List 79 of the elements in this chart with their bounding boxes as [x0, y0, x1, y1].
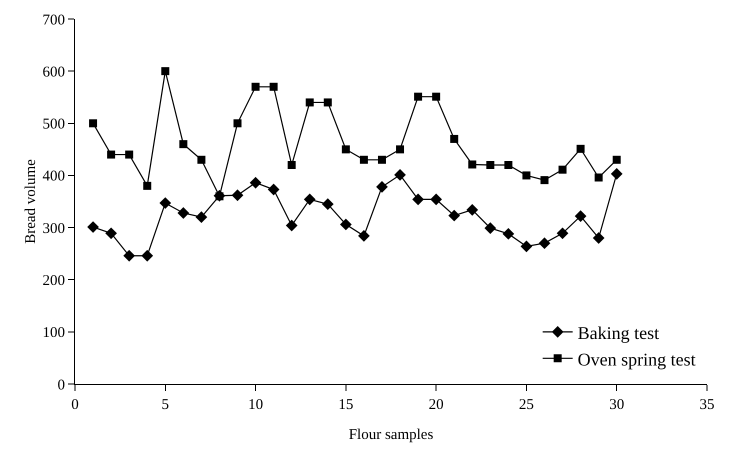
point: [396, 145, 404, 154]
y-tick-label: 500: [42, 116, 65, 133]
point: [197, 156, 206, 164]
point: [538, 237, 550, 250]
point: [306, 98, 314, 106]
point: [576, 144, 585, 153]
x-tick-label: 5: [162, 397, 170, 413]
point: [123, 250, 136, 262]
point: [612, 156, 621, 164]
point: [520, 240, 532, 252]
point: [574, 210, 586, 222]
point: [107, 150, 116, 159]
y-tick-label: 300: [42, 220, 65, 237]
y-tick-label: 400: [42, 168, 65, 185]
point: [286, 220, 298, 232]
point: [143, 182, 152, 190]
point: [448, 210, 460, 222]
point: [252, 82, 260, 91]
point: [179, 140, 188, 148]
x-tick-label: 30: [609, 397, 624, 413]
point: [196, 211, 208, 223]
y-tick-label: 100: [42, 325, 65, 342]
point: [342, 145, 350, 154]
point: [270, 82, 278, 91]
point: [250, 176, 262, 189]
point: [558, 166, 567, 174]
point: [486, 161, 494, 169]
point: [125, 150, 134, 159]
x-tick-label: 35: [700, 397, 714, 413]
x-tick-label: 25: [518, 397, 534, 413]
x-tick-label: 10: [248, 397, 264, 413]
point: [412, 194, 424, 206]
x-tick-label: 15: [338, 397, 354, 413]
point: [324, 98, 332, 106]
point: [376, 181, 388, 193]
y-axis-title: Bread volume: [23, 158, 39, 244]
point: [592, 232, 605, 244]
point: [87, 221, 99, 233]
point: [556, 227, 568, 240]
point: [159, 197, 172, 209]
point: [378, 156, 386, 164]
y-tick-label: 200: [42, 272, 65, 289]
point: [394, 169, 406, 181]
point: [358, 230, 370, 242]
point: [214, 190, 226, 202]
y-tick-label: 700: [42, 12, 65, 28]
point: [288, 161, 296, 169]
point: [540, 176, 548, 184]
point: [430, 194, 442, 206]
point: [502, 228, 514, 240]
point: [484, 222, 496, 234]
point: [304, 194, 316, 206]
point: [610, 168, 623, 180]
point: [360, 156, 368, 164]
legend-label: Baking test: [578, 322, 660, 343]
point: [232, 189, 244, 202]
point: [141, 250, 154, 262]
y-tick-label: 0: [58, 377, 65, 394]
point: [177, 207, 190, 219]
point: [414, 92, 422, 101]
point: [594, 174, 603, 182]
x-axis-title: Flour samples: [348, 427, 434, 443]
point: [450, 134, 458, 143]
point: [234, 119, 242, 128]
point: [466, 204, 478, 216]
point: [268, 184, 280, 196]
point: [322, 198, 334, 210]
legend-label: Oven spring test: [578, 349, 696, 370]
x-tick-label: 20: [428, 397, 444, 413]
point: [504, 161, 512, 169]
point: [105, 227, 117, 240]
y-tick-label: 600: [42, 64, 65, 80]
point: [468, 160, 476, 168]
point: [89, 119, 98, 128]
point: [340, 218, 352, 230]
point: [522, 171, 530, 180]
point: [161, 67, 170, 76]
point: [432, 92, 440, 101]
x-tick-label: 0: [71, 397, 79, 413]
